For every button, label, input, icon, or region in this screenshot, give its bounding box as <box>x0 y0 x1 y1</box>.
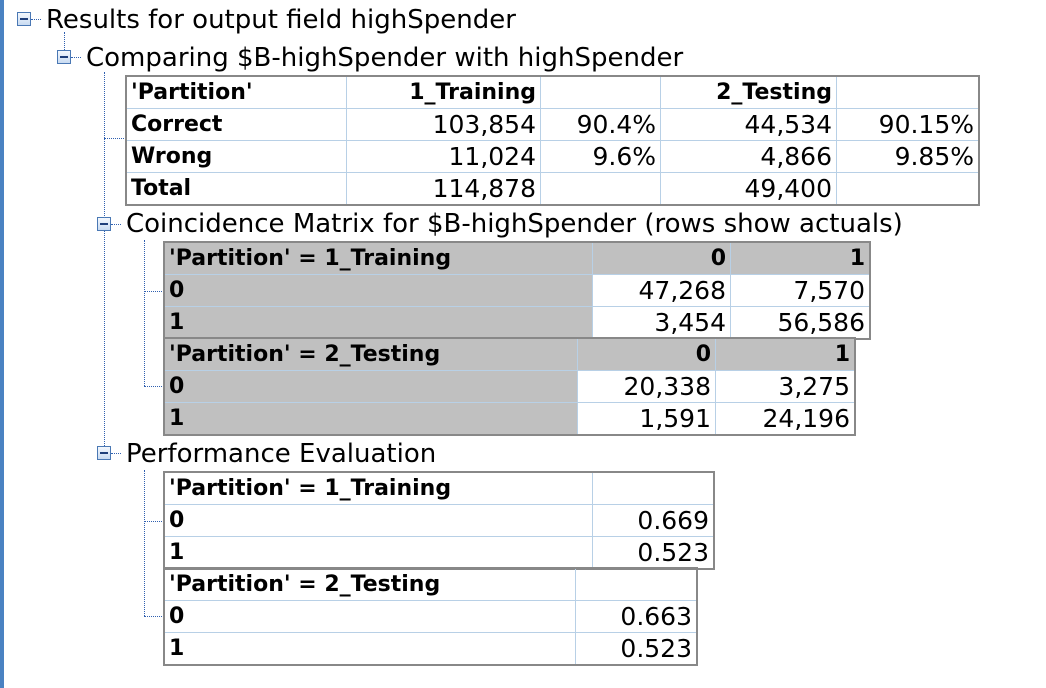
table-header-cell: 1_Training <box>346 76 541 109</box>
tree-connector <box>144 521 164 522</box>
row-label: 1 <box>164 306 593 339</box>
performance-table-training: 'Partition' = 1_Training 0 0.669 1 0.523 <box>163 471 715 570</box>
performance-table-testing: 'Partition' = 2_Testing 0 0.663 1 0.523 <box>163 567 698 666</box>
table-header-cell: 'Partition' = 1_Training <box>164 472 593 505</box>
table-cell: 4,866 <box>660 140 837 173</box>
table-cell: 103,854 <box>346 108 541 141</box>
table-header-cell: 'Partition' = 1_Training <box>164 242 593 275</box>
table-header-cell: 0 <box>592 242 731 275</box>
table-header-row: 'Partition' = 1_Training 0 1 <box>164 242 870 275</box>
table-cell: 0.663 <box>575 600 697 633</box>
tree-connector <box>31 19 41 20</box>
table-row: 1 0.523 <box>164 632 697 665</box>
table-cell: 7,570 <box>730 274 870 307</box>
table-header-cell: 1 <box>730 242 870 275</box>
table-cell: 44,534 <box>660 108 837 141</box>
table-cell: 1,591 <box>577 402 716 435</box>
tree-connector <box>144 616 164 617</box>
table-cell: 20,338 <box>577 370 716 403</box>
row-label: 0 <box>164 274 593 307</box>
table-row: Total 114,878 49,400 <box>126 172 979 205</box>
table-cell: 47,268 <box>592 274 731 307</box>
tree-connector <box>104 72 105 454</box>
tree-node-comparing[interactable]: Comparing $B-highSpender with highSpende… <box>86 43 684 73</box>
tree-node-results[interactable]: Results for output field highSpender <box>46 5 516 35</box>
table-header-row: 'Partition' = 2_Testing 0 1 <box>164 338 855 371</box>
table-header-row: 'Partition' = 1_Training <box>164 472 714 505</box>
table-cell: 49,400 <box>660 172 837 205</box>
table-row: 0 0.669 <box>164 504 714 537</box>
tree-connector <box>144 240 145 386</box>
tree-connector <box>144 470 145 616</box>
table-cell: 9.6% <box>540 140 661 173</box>
table-cell: 3,454 <box>592 306 731 339</box>
table-header-cell <box>836 76 979 109</box>
collapse-toggle-icon[interactable] <box>57 50 71 64</box>
table-cell <box>836 172 979 205</box>
tree-connector <box>111 224 121 225</box>
table-row: 1 1,591 24,196 <box>164 402 855 435</box>
table-cell: 3,275 <box>715 370 855 403</box>
table-row: 0 47,268 7,570 <box>164 274 870 307</box>
table-cell: 0.523 <box>575 632 697 665</box>
coincidence-table-testing: 'Partition' = 2_Testing 0 1 0 20,338 3,2… <box>163 337 856 436</box>
tree-node-performance-evaluation[interactable]: Performance Evaluation <box>126 439 437 469</box>
table-cell: 56,586 <box>730 306 870 339</box>
table-cell: 90.15% <box>836 108 979 141</box>
table-header-cell: 2_Testing <box>660 76 837 109</box>
table-header-cell: 0 <box>577 338 716 371</box>
row-label: 0 <box>164 600 576 633</box>
table-cell: 11,024 <box>346 140 541 173</box>
table-header-cell: 'Partition' = 2_Testing <box>164 338 578 371</box>
table-header-cell: 'Partition' <box>126 76 347 109</box>
table-cell <box>540 172 661 205</box>
tree-connector <box>104 138 126 139</box>
tree-connector <box>64 32 65 52</box>
tree-connector <box>144 291 164 292</box>
table-header-cell <box>592 472 714 505</box>
table-cell: 0.523 <box>592 536 714 569</box>
collapse-toggle-icon[interactable] <box>17 12 31 26</box>
coincidence-table-training: 'Partition' = 1_Training 0 1 0 47,268 7,… <box>163 241 871 340</box>
comparing-table: 'Partition' 1_Training 2_Testing Correct… <box>125 75 980 206</box>
table-cell: 24,196 <box>715 402 855 435</box>
collapse-toggle-icon[interactable] <box>97 217 111 231</box>
row-label: 1 <box>164 632 576 665</box>
table-header-row: 'Partition' 1_Training 2_Testing <box>126 76 979 109</box>
table-row: 0 0.663 <box>164 600 697 633</box>
table-cell: 90.4% <box>540 108 661 141</box>
table-row: 1 3,454 56,586 <box>164 306 870 339</box>
window-left-edge <box>0 0 4 688</box>
tree-connector <box>144 386 164 387</box>
table-row: Correct 103,854 90.4% 44,534 90.15% <box>126 108 979 141</box>
tree-connector <box>111 453 121 454</box>
row-label: 1 <box>164 536 593 569</box>
row-label: Correct <box>126 108 347 141</box>
table-header-cell: 'Partition' = 2_Testing <box>164 568 576 601</box>
table-header-row: 'Partition' = 2_Testing <box>164 568 697 601</box>
row-label: 0 <box>164 370 578 403</box>
collapse-toggle-icon[interactable] <box>97 446 111 460</box>
row-label: 0 <box>164 504 593 537</box>
table-cell: 0.669 <box>592 504 714 537</box>
row-label: Wrong <box>126 140 347 173</box>
table-row: Wrong 11,024 9.6% 4,866 9.85% <box>126 140 979 173</box>
table-cell: 9.85% <box>836 140 979 173</box>
row-label: Total <box>126 172 347 205</box>
table-row: 0 20,338 3,275 <box>164 370 855 403</box>
table-row: 1 0.523 <box>164 536 714 569</box>
row-label: 1 <box>164 402 578 435</box>
tree-connector <box>71 57 81 58</box>
table-header-cell <box>575 568 697 601</box>
table-header-cell <box>540 76 661 109</box>
table-cell: 114,878 <box>346 172 541 205</box>
table-header-cell: 1 <box>715 338 855 371</box>
tree-node-coincidence-matrix[interactable]: Coincidence Matrix for $B-highSpender (r… <box>126 209 903 239</box>
